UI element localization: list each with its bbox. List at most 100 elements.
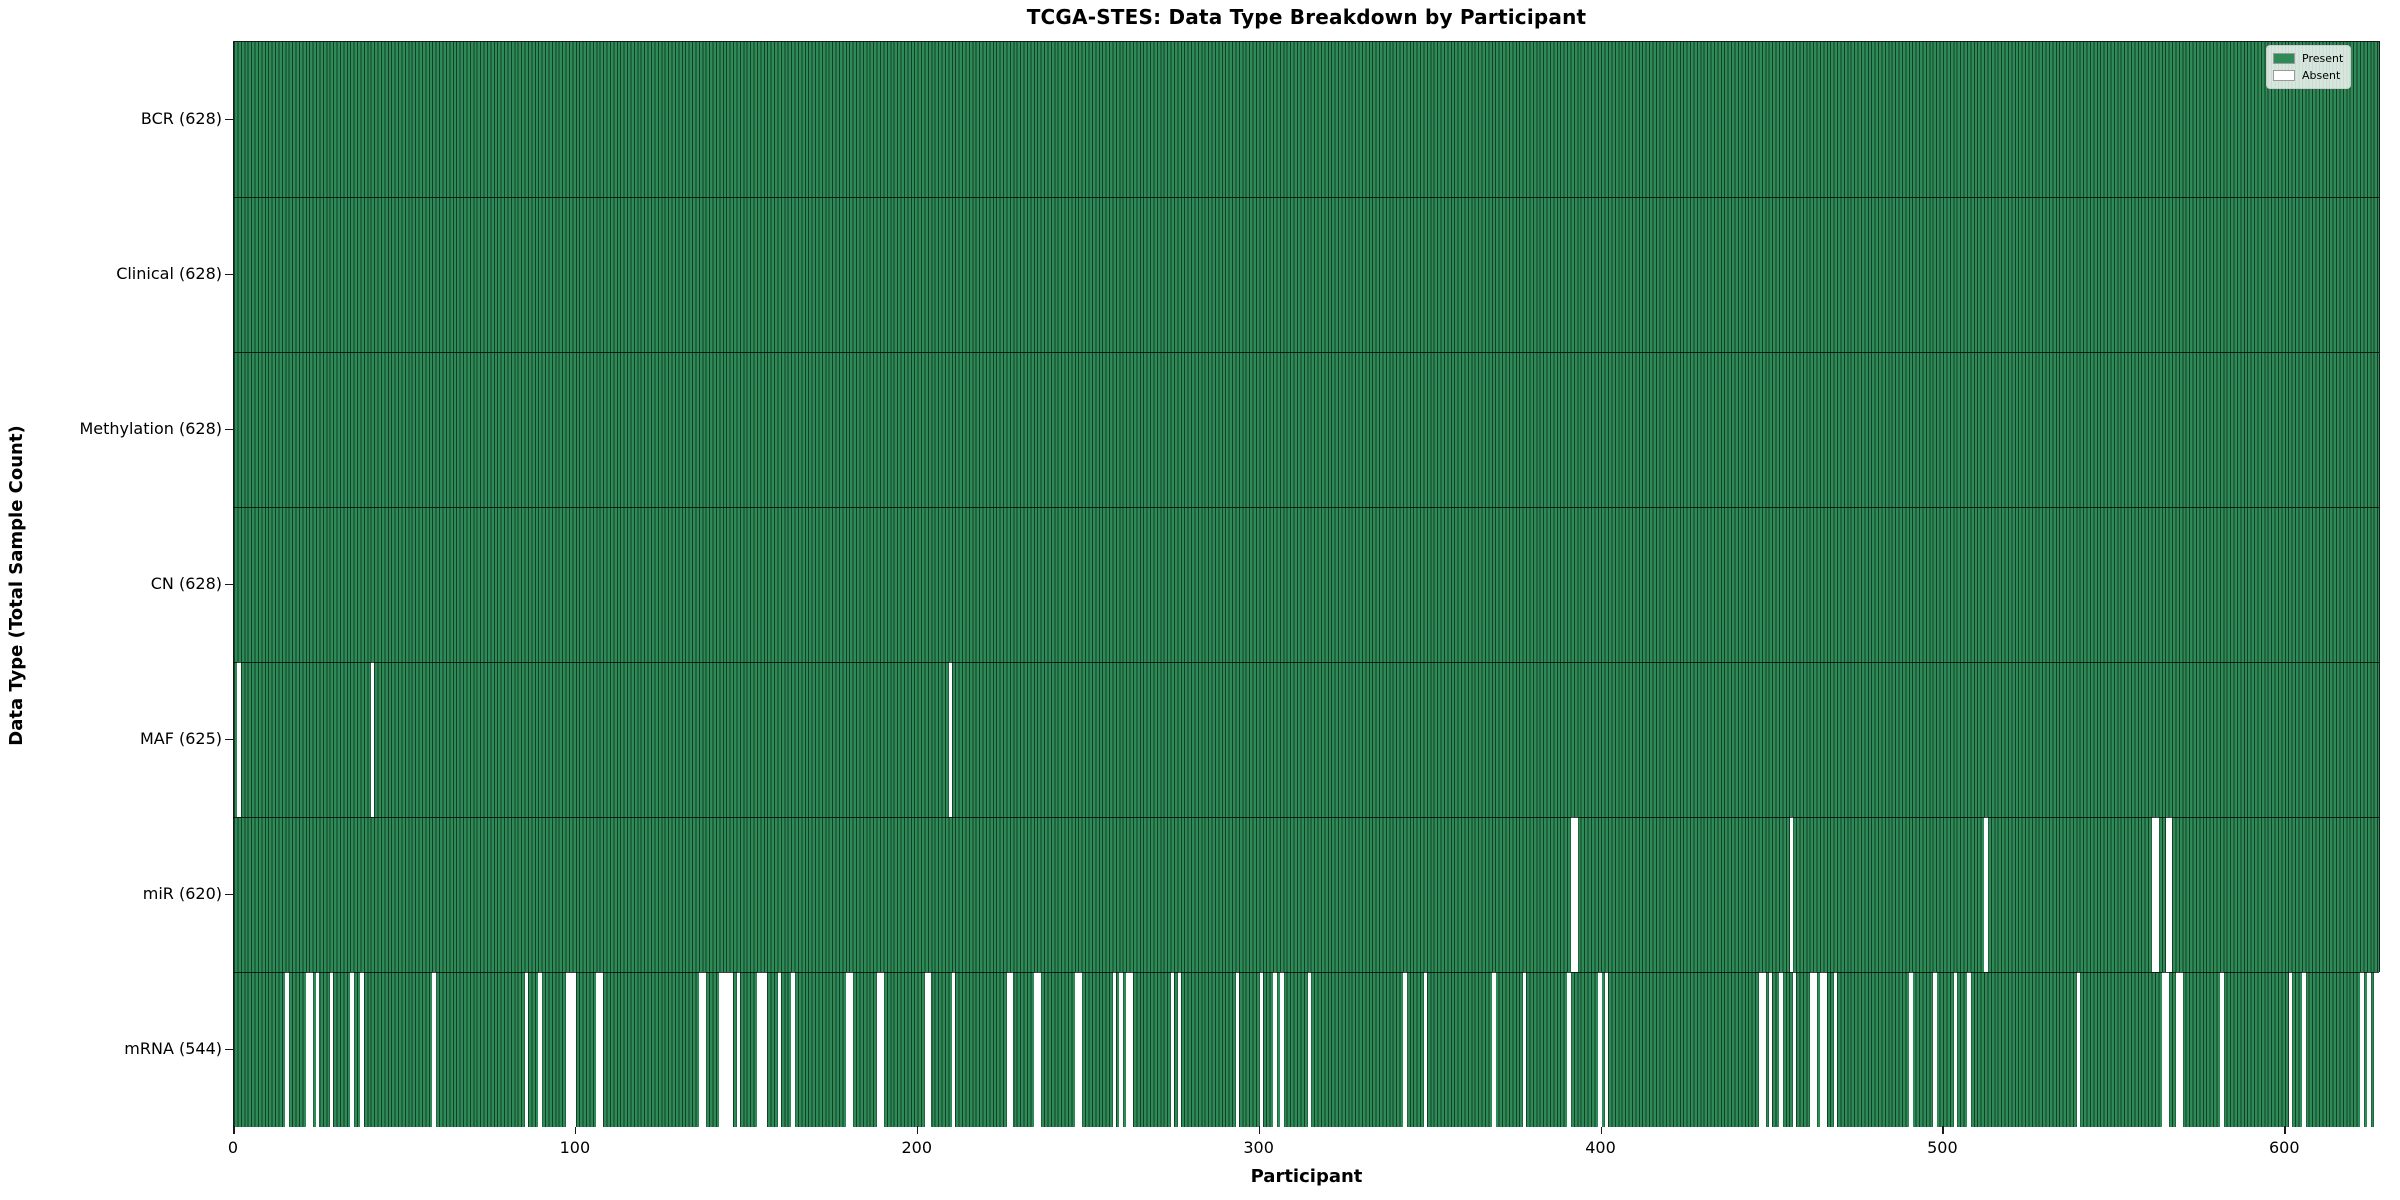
- legend-label: Absent: [2302, 69, 2341, 82]
- row-Clinical: [234, 197, 2379, 352]
- absent-cell: [1423, 972, 1428, 1127]
- absent-cell: [569, 972, 573, 1127]
- absent-cell: [1953, 972, 1958, 1127]
- absent-cell: [2179, 972, 2183, 1127]
- y-tick-mark: [225, 118, 233, 120]
- absent-cell: [524, 972, 528, 1127]
- absent-cell: [757, 972, 761, 1127]
- absent-cell: [719, 972, 723, 1127]
- y-tick-mark: [225, 1048, 233, 1050]
- y-tick-label: MAF (625): [139, 728, 222, 748]
- x-tick-mark: [916, 1126, 919, 1134]
- absent-cell: [1758, 972, 1763, 1127]
- row-Methylation: [234, 352, 2379, 507]
- absent-cell: [2076, 972, 2081, 1127]
- absent-cell: [599, 972, 604, 1127]
- absent-cell: [845, 972, 850, 1127]
- absent-cell: [1984, 817, 1988, 972]
- absent-cell: [849, 972, 853, 1127]
- absent-cell: [2360, 972, 2364, 1127]
- absent-cell: [305, 972, 310, 1127]
- absent-cell: [2220, 972, 2224, 1127]
- absent-cell: [1789, 817, 1793, 972]
- x-tick-mark: [2284, 1126, 2286, 1134]
- absent-cell: [729, 972, 734, 1127]
- absent-cell: [538, 972, 542, 1127]
- absent-cell: [2302, 972, 2306, 1127]
- chart-title: TCGA-STES: Data Type Breakdown by Partic…: [1026, 5, 1587, 29]
- absent-cell: [1126, 972, 1130, 1127]
- y-tick-label: Clinical (628): [116, 263, 222, 283]
- absent-cell: [1909, 972, 1913, 1127]
- absent-cell: [1833, 972, 1838, 1127]
- legend-label: Present: [2302, 52, 2344, 65]
- absent-cell: [736, 972, 740, 1127]
- absent-cell: [1598, 972, 1602, 1127]
- absent-cell: [309, 972, 313, 1127]
- absent-cell: [1129, 972, 1134, 1127]
- absent-cell: [948, 662, 952, 817]
- y-tick-label: BCR (628): [140, 108, 222, 128]
- x-axis-label: Participant: [1250, 1166, 1363, 1187]
- absent-cell: [876, 972, 881, 1127]
- absent-cell: [2169, 817, 2173, 972]
- absent-cell: [2175, 972, 2180, 1127]
- x-tick-label: 100: [559, 1138, 591, 1157]
- absent-cell: [1769, 972, 1773, 1127]
- absent-cell: [1033, 972, 1038, 1127]
- absent-cell: [285, 972, 289, 1127]
- x-tick-mark: [574, 1126, 577, 1134]
- absent-cell: [316, 972, 320, 1127]
- absent-cell: [1006, 972, 1011, 1127]
- absent-cell: [1235, 972, 1240, 1127]
- absent-cell: [1779, 972, 1783, 1127]
- x-tick-mark: [1942, 1126, 1944, 1134]
- absent-cell: [1075, 972, 1079, 1127]
- absent-cell: [1604, 972, 1609, 1127]
- absent-cell: [1567, 972, 1571, 1127]
- y-tick-mark: [225, 738, 233, 740]
- absent-cell: [1170, 972, 1175, 1127]
- row-separator: [234, 662, 2379, 663]
- legend-item-present: Present: [2273, 50, 2343, 67]
- row-separator: [234, 817, 2379, 818]
- absent-cell: [237, 662, 241, 817]
- y-tick-mark: [225, 893, 233, 895]
- absent-cell: [2367, 972, 2371, 1127]
- row-CN: [234, 507, 2379, 662]
- legend-swatch: [2273, 70, 2295, 81]
- absent-cell: [1119, 972, 1123, 1127]
- absent-cell: [596, 972, 600, 1127]
- absent-cell: [722, 972, 727, 1127]
- legend-swatch: [2273, 53, 2295, 64]
- row-mRNA: [234, 972, 2381, 1127]
- absent-cell: [763, 972, 768, 1127]
- absent-cell: [1967, 972, 1971, 1127]
- absent-cell: [1933, 972, 1937, 1127]
- x-tick-mark: [1258, 1126, 1261, 1134]
- absent-cell: [698, 972, 703, 1127]
- row-separator: [234, 197, 2379, 198]
- absent-cell: [1280, 972, 1284, 1127]
- absent-cell: [1037, 972, 1041, 1127]
- x-tick-label: 300: [1243, 1138, 1274, 1157]
- y-tick-mark: [225, 583, 233, 585]
- y-tick-mark: [225, 273, 233, 275]
- absent-cell: [572, 972, 576, 1127]
- absent-cell: [1570, 817, 1575, 972]
- absent-cell: [1259, 972, 1264, 1127]
- absent-cell: [924, 972, 928, 1127]
- absent-cell: [1177, 972, 1181, 1127]
- row-separator: [234, 352, 2379, 353]
- row-separator: [234, 507, 2379, 508]
- x-tick-label: 600: [2268, 1138, 2300, 1157]
- absent-cell: [1574, 817, 1578, 972]
- absent-cell: [777, 972, 781, 1127]
- x-tick-mark: [1600, 1126, 1603, 1134]
- absent-cell: [1813, 972, 1817, 1127]
- absent-cell: [2155, 817, 2159, 972]
- row-MAF: [234, 662, 2379, 817]
- absent-cell: [1810, 972, 1814, 1127]
- absent-cell: [432, 972, 436, 1127]
